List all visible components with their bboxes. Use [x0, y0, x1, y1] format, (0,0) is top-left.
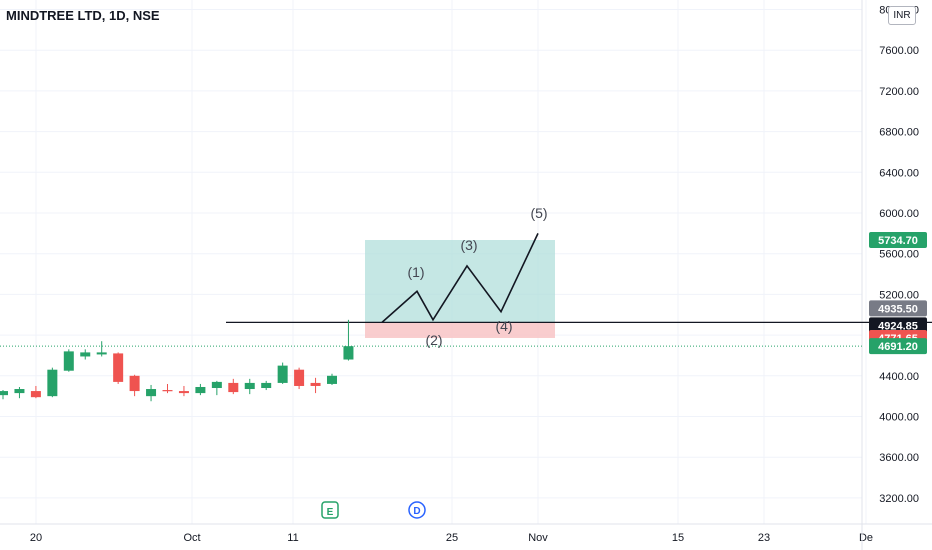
candle-body [277, 365, 288, 383]
candle-body [47, 369, 58, 397]
y-tick-label: 6800.00 [879, 127, 919, 139]
x-tick-label: Nov [528, 532, 548, 544]
wave-label: (1) [407, 264, 424, 280]
price-axis-label-text: 4691.20 [878, 341, 918, 353]
wave-label: (2) [425, 332, 442, 348]
candle-body [294, 369, 305, 386]
price-axis-label [869, 338, 927, 355]
symbol-title: MINDTREE LTD, 1D, NSE [6, 8, 160, 23]
wave-label: (5) [530, 205, 547, 221]
price-axis-label [869, 300, 927, 317]
y-tick-label: 5200.00 [879, 289, 919, 301]
elliott-wave-line [381, 233, 539, 323]
y-tick-label: 4400.00 [879, 371, 919, 383]
price-axis-label-text: 5734.70 [878, 235, 918, 247]
candle-body [129, 375, 140, 392]
stop-zone [365, 322, 555, 338]
x-tick-label: Oct [183, 532, 200, 544]
x-tick-label: De [859, 532, 873, 544]
candle-body [162, 390, 173, 392]
price-axis-label-text: 4924.85 [878, 320, 918, 332]
currency-badge[interactable]: INR [888, 6, 916, 25]
y-tick-label: 6400.00 [879, 167, 919, 179]
x-tick-label: 23 [758, 532, 770, 544]
x-tick-label: 25 [446, 532, 458, 544]
x-tick-label: 11 [287, 532, 298, 544]
candle-body [228, 382, 239, 393]
x-tick-label: 20 [30, 532, 42, 544]
price-axis-label [869, 231, 927, 248]
candle-body [146, 389, 157, 397]
earnings-event-label: E [327, 507, 334, 518]
candle-body [195, 386, 206, 394]
candle-body [113, 353, 124, 382]
dividend-event-icon [408, 501, 426, 519]
price-axis-label [869, 317, 927, 334]
y-tick-label: 3200.00 [879, 493, 919, 505]
candle-body [261, 382, 272, 389]
y-tick-label: 7600.00 [879, 45, 919, 57]
candle-body [80, 352, 91, 357]
candle-body [178, 391, 189, 394]
candle-body [0, 391, 8, 396]
candle-body [96, 352, 107, 355]
y-tick-label: 3600.00 [879, 452, 919, 464]
y-tick-label: 6000.00 [879, 208, 919, 220]
candle-body [310, 382, 321, 386]
candle-body [63, 351, 74, 371]
wave-label: (3) [460, 237, 477, 253]
candle-body [211, 381, 222, 389]
candle-body [244, 382, 255, 390]
candle-body [14, 389, 25, 394]
earnings-event-icon [321, 501, 339, 519]
candle-body [30, 391, 41, 398]
dividend-event-label: D [413, 506, 420, 517]
candle-body [327, 375, 337, 384]
candle-body [343, 346, 354, 360]
y-tick-label: 5600.00 [879, 249, 919, 261]
x-tick-label: 15 [672, 532, 684, 544]
wave-label: (4) [495, 318, 512, 334]
price-axis-label-text: 4935.50 [878, 303, 918, 315]
y-tick-label: 7200.00 [879, 86, 919, 98]
y-tick-label: 4000.00 [879, 412, 919, 424]
